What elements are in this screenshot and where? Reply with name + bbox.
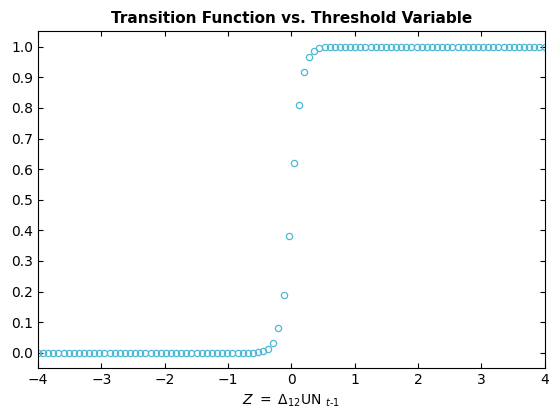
Title: Transition Function vs. Threshold Variable: Transition Function vs. Threshold Variab… bbox=[111, 11, 472, 26]
X-axis label: $Z\ =\ \Delta_{12}$UN $_{t\text{-}1}$: $Z\ =\ \Delta_{12}$UN $_{t\text{-}1}$ bbox=[242, 392, 340, 409]
